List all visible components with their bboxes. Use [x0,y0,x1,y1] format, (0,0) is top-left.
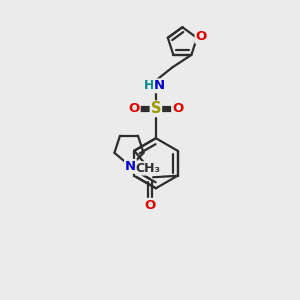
Text: S: S [151,101,161,116]
Text: O: O [172,102,183,115]
Text: O: O [128,102,140,115]
Text: O: O [195,30,207,43]
Text: N: N [154,79,165,92]
Text: O: O [144,199,155,212]
Text: CH₃: CH₃ [136,162,160,175]
Text: H: H [144,79,154,92]
Text: N: N [125,160,136,173]
